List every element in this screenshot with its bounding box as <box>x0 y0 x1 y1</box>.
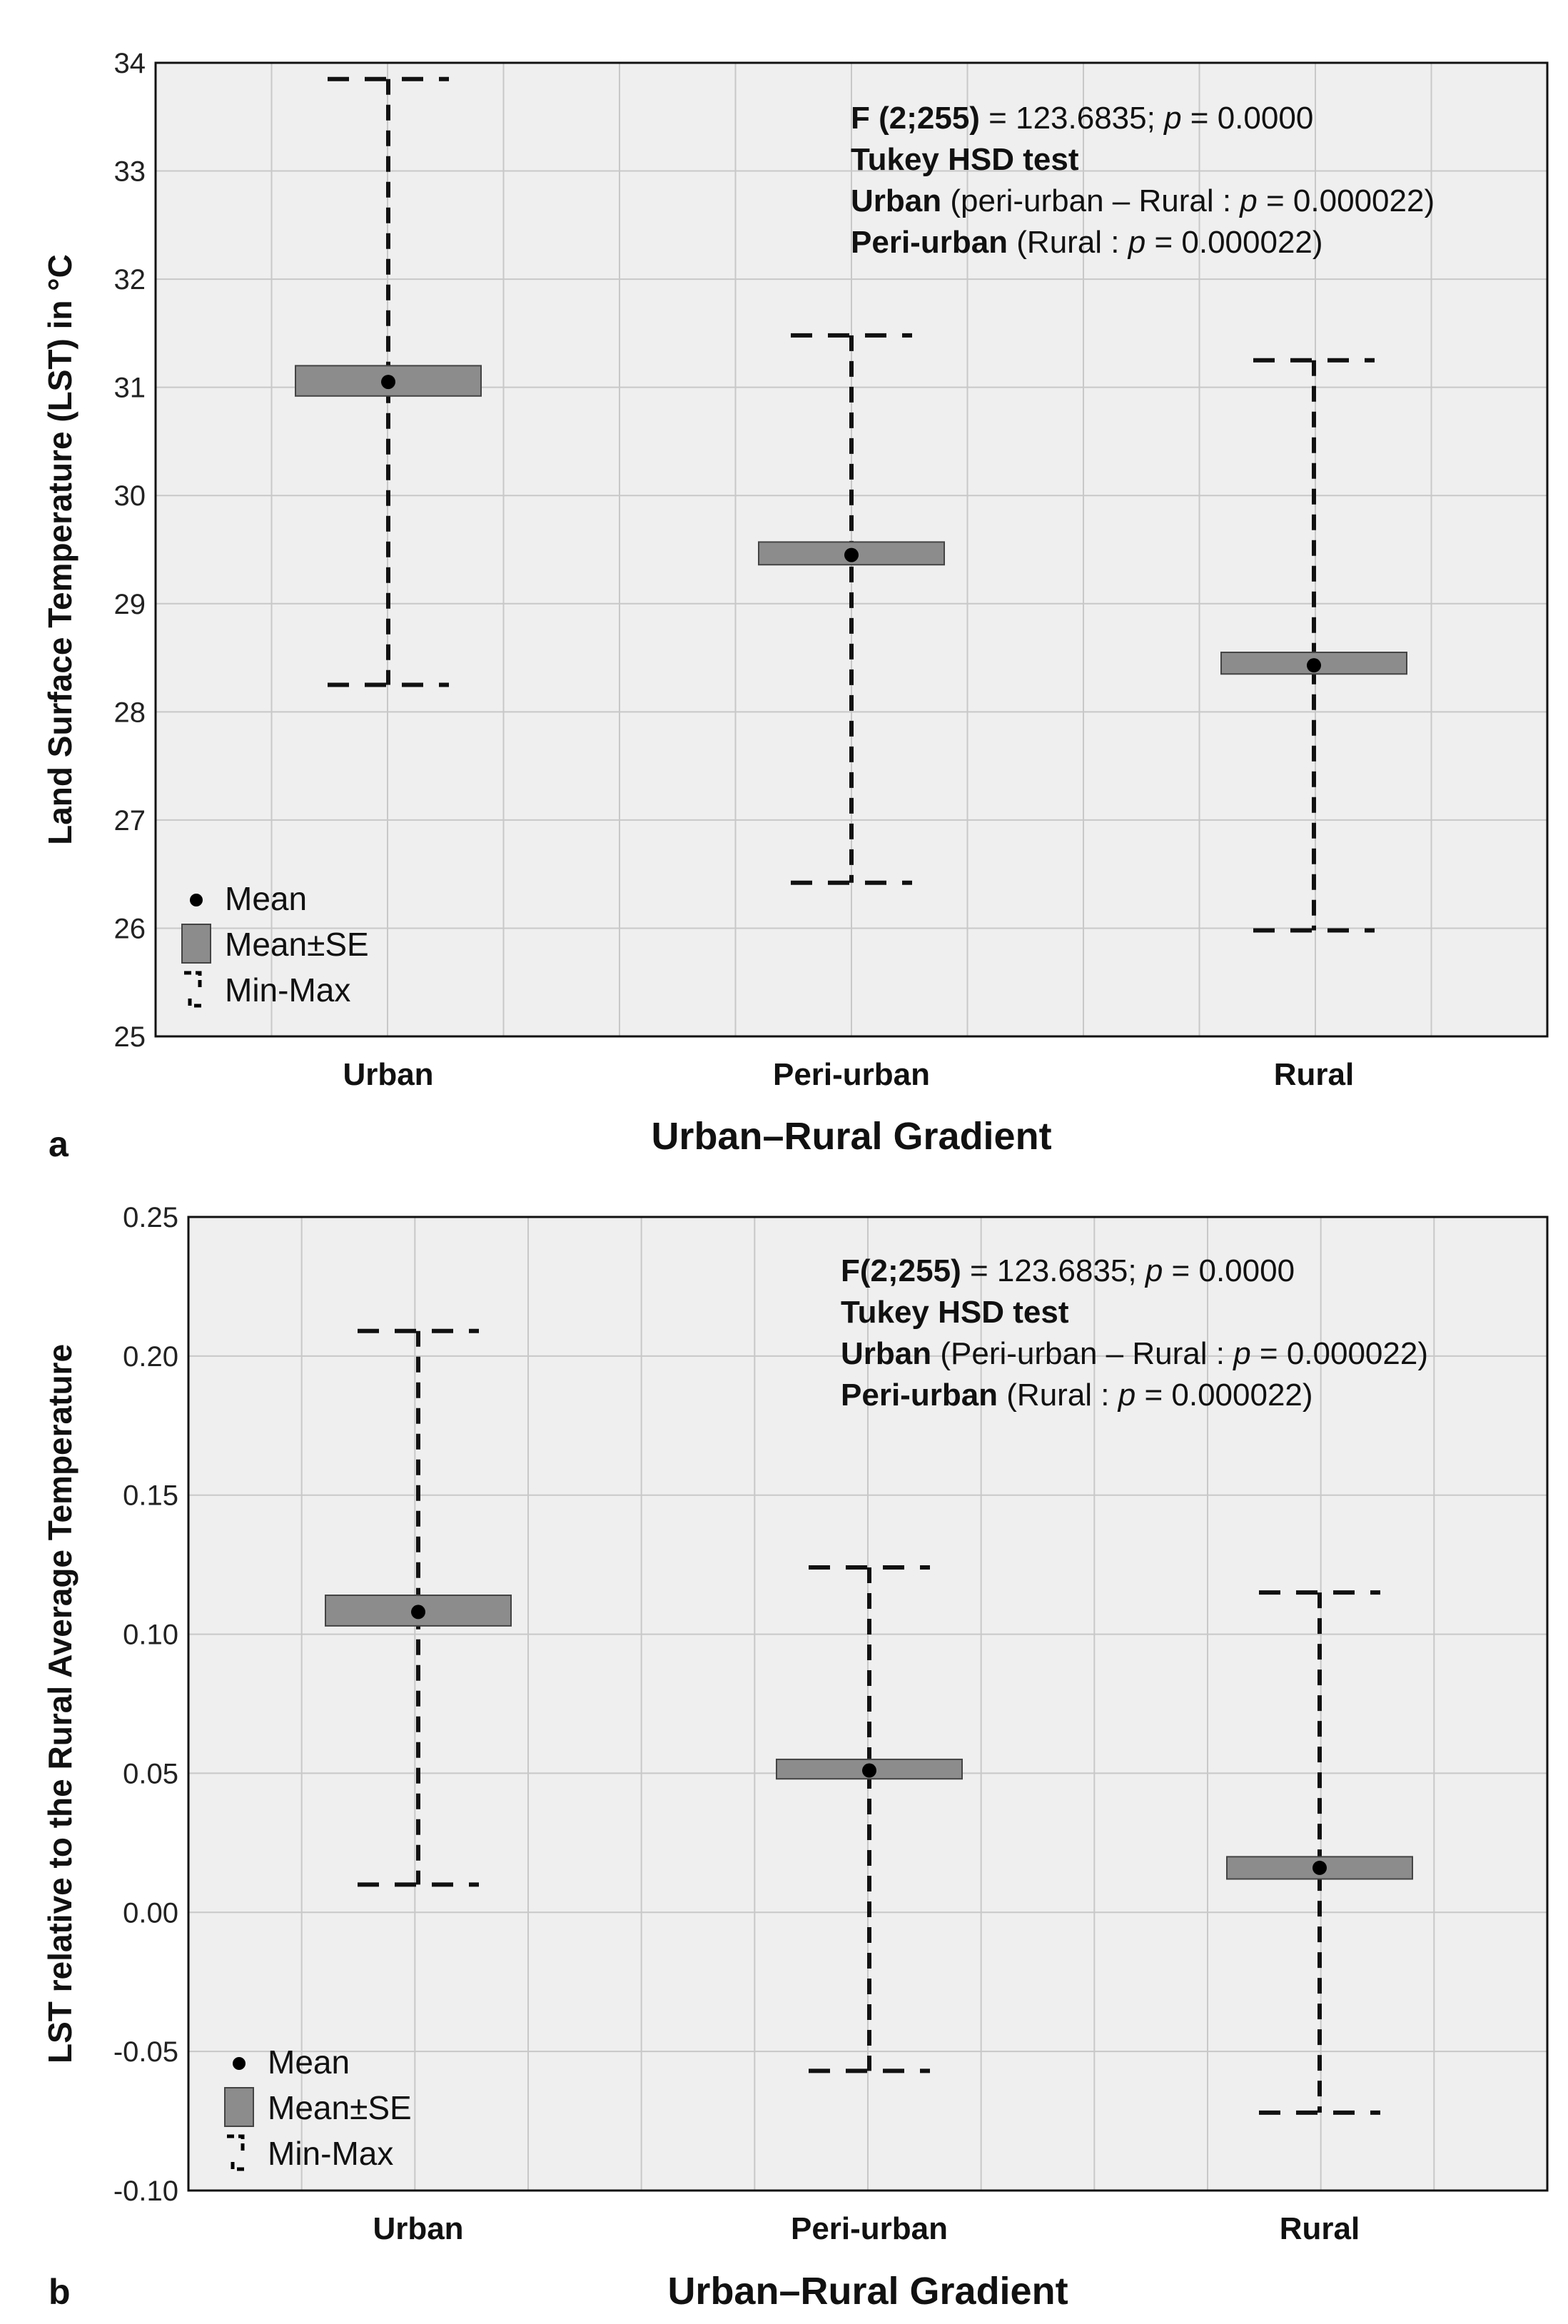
stats-fragment: p <box>1144 1253 1163 1288</box>
mean-point-Urban <box>411 1605 425 1620</box>
stats-fragment: Urban <box>851 183 941 218</box>
legend-item: Mean±SE <box>225 926 369 963</box>
stats-fragment: = 0.000022) <box>1258 183 1435 218</box>
y-axis-label: LST relative to the Rural Average Temper… <box>41 1344 79 2063</box>
stats-fragment: (peri-urban – Rural : <box>941 183 1240 218</box>
stats-fragment: = 0.000022) <box>1135 1378 1312 1413</box>
legend-item: Mean <box>225 880 307 917</box>
x-category-label: Peri-urban <box>791 2211 948 2246</box>
legend-se-icon <box>181 924 211 964</box>
y-tick-label: 25 <box>114 1021 146 1053</box>
mean-point-Peri-urban <box>844 547 859 562</box>
stats-fragment: Tukey HSD test <box>841 1295 1069 1330</box>
plot-frame <box>187 1216 1549 2192</box>
legend-item: Min-Max <box>268 2135 393 2172</box>
stats-fragment: = 0.000022) <box>1145 225 1322 260</box>
stats-fragment: p <box>1238 183 1257 218</box>
stats-line: Peri-urban (Rural : p = 0.000022) <box>851 225 1323 260</box>
y-axis-label: Land Surface Temperature (LST) in °C <box>41 254 79 845</box>
y-tick-label: 34 <box>114 48 146 79</box>
panel-a: 25 26 27 28 29 30 31 32 33 34 Urban Peri-urban Rural… <box>41 48 1549 1164</box>
y-tick-label: 0.00 <box>123 1897 178 1929</box>
stats-line: Peri-urban (Rural : p = 0.000022) <box>841 1378 1313 1413</box>
panel-label: b <box>49 2272 71 2312</box>
y-tick-label: 0.05 <box>123 1758 178 1789</box>
y-tick-label: 26 <box>114 913 146 944</box>
stats-line: F (2;255) = 123.6835; p = 0.0000 <box>851 101 1313 136</box>
mean-point-Urban <box>381 375 395 390</box>
stats-fragment: F(2;255) <box>841 1253 961 1288</box>
stats-fragment: Urban <box>841 1336 931 1371</box>
legend-item: Min-Max <box>225 971 350 1009</box>
y-tick-label: 0.15 <box>123 1480 178 1512</box>
x-category-label: Peri-urban <box>773 1057 930 1092</box>
stats-line: Urban (peri-urban – Rural : p = 0.000022… <box>851 183 1435 218</box>
legend-item: Mean±SE <box>268 2089 412 2126</box>
mean-point-Peri-urban <box>862 1763 876 1778</box>
stats-fragment: p <box>1163 101 1181 136</box>
y-tick-label: 31 <box>114 373 146 404</box>
legend-mean-icon <box>233 2057 246 2070</box>
stats-fragment: Tukey HSD test <box>851 142 1079 177</box>
legend-minmax-icon <box>184 971 206 1008</box>
stats-line: F(2;255) = 123.6835; p = 0.0000 <box>841 1253 1295 1288</box>
stats-fragment: = 123.6835; <box>961 1253 1145 1288</box>
stats-line: Tukey HSD test <box>841 1295 1069 1330</box>
y-tick-label: 29 <box>114 589 146 620</box>
y-tick-label: -0.05 <box>113 2036 178 2068</box>
stats-fragment: = 0.000022) <box>1251 1336 1428 1371</box>
stats-fragment: (Rural : <box>1008 225 1128 260</box>
stats-fragment: p <box>1232 1336 1250 1371</box>
legend-minmax-icon <box>227 2134 248 2171</box>
panel-b: -0.10 -0.05 0.00 0.05 0.10 0.15 0.20 0.25 Urban P… <box>41 1202 1549 2313</box>
x-category-label: Rural <box>1280 2211 1360 2246</box>
y-tick-label: 0.25 <box>123 1202 178 1233</box>
y-tick-label: -0.10 <box>113 2176 178 2207</box>
stats-fragment: (Rural : <box>998 1378 1118 1413</box>
stats-fragment: p <box>1127 225 1145 260</box>
stats-fragment: Peri-urban <box>841 1378 998 1413</box>
panel-label: a <box>49 1124 69 1164</box>
stats-fragment: p <box>1117 1378 1135 1413</box>
legend-mean-icon <box>190 894 203 906</box>
mean-point-Rural <box>1307 658 1321 673</box>
y-tick-label: 28 <box>114 697 146 728</box>
y-tick-label: 30 <box>114 480 146 512</box>
legend: Mean Mean±SE Min-Max <box>224 2043 412 2172</box>
stats-fragment: Peri-urban <box>851 225 1008 260</box>
plot-frame <box>154 61 1549 1038</box>
x-category-label: Rural <box>1274 1057 1354 1092</box>
y-tick-label: 0.10 <box>123 1620 178 1651</box>
x-axis-label: Urban–Rural Gradient <box>667 2270 1068 2313</box>
legend-item: Mean <box>268 2043 350 2081</box>
stats-fragment: (Peri-urban – Rural : <box>931 1336 1233 1371</box>
stats-fragment: F (2;255) <box>851 101 980 136</box>
x-axis-label: Urban–Rural Gradient <box>651 1115 1051 1158</box>
stats-fragment: = 0.0000 <box>1182 101 1314 136</box>
y-tick-label: 33 <box>114 156 146 188</box>
legend-se-icon <box>224 2087 254 2127</box>
x-category-label: Urban <box>373 2211 463 2246</box>
legend: Mean Mean±SE Min-Max <box>181 880 369 1009</box>
stats-fragment: = 123.6835; <box>980 101 1164 136</box>
mean-point-Rural <box>1312 1860 1327 1875</box>
stats-fragment: = 0.0000 <box>1163 1253 1295 1288</box>
y-tick-label: 0.20 <box>123 1341 178 1373</box>
stats-line: Tukey HSD test <box>851 142 1079 177</box>
x-category-label: Urban <box>343 1057 433 1092</box>
y-tick-label: 32 <box>114 264 146 295</box>
stats-line: Urban (Peri-urban – Rural : p = 0.000022… <box>841 1336 1428 1371</box>
y-tick-label: 27 <box>114 805 146 837</box>
